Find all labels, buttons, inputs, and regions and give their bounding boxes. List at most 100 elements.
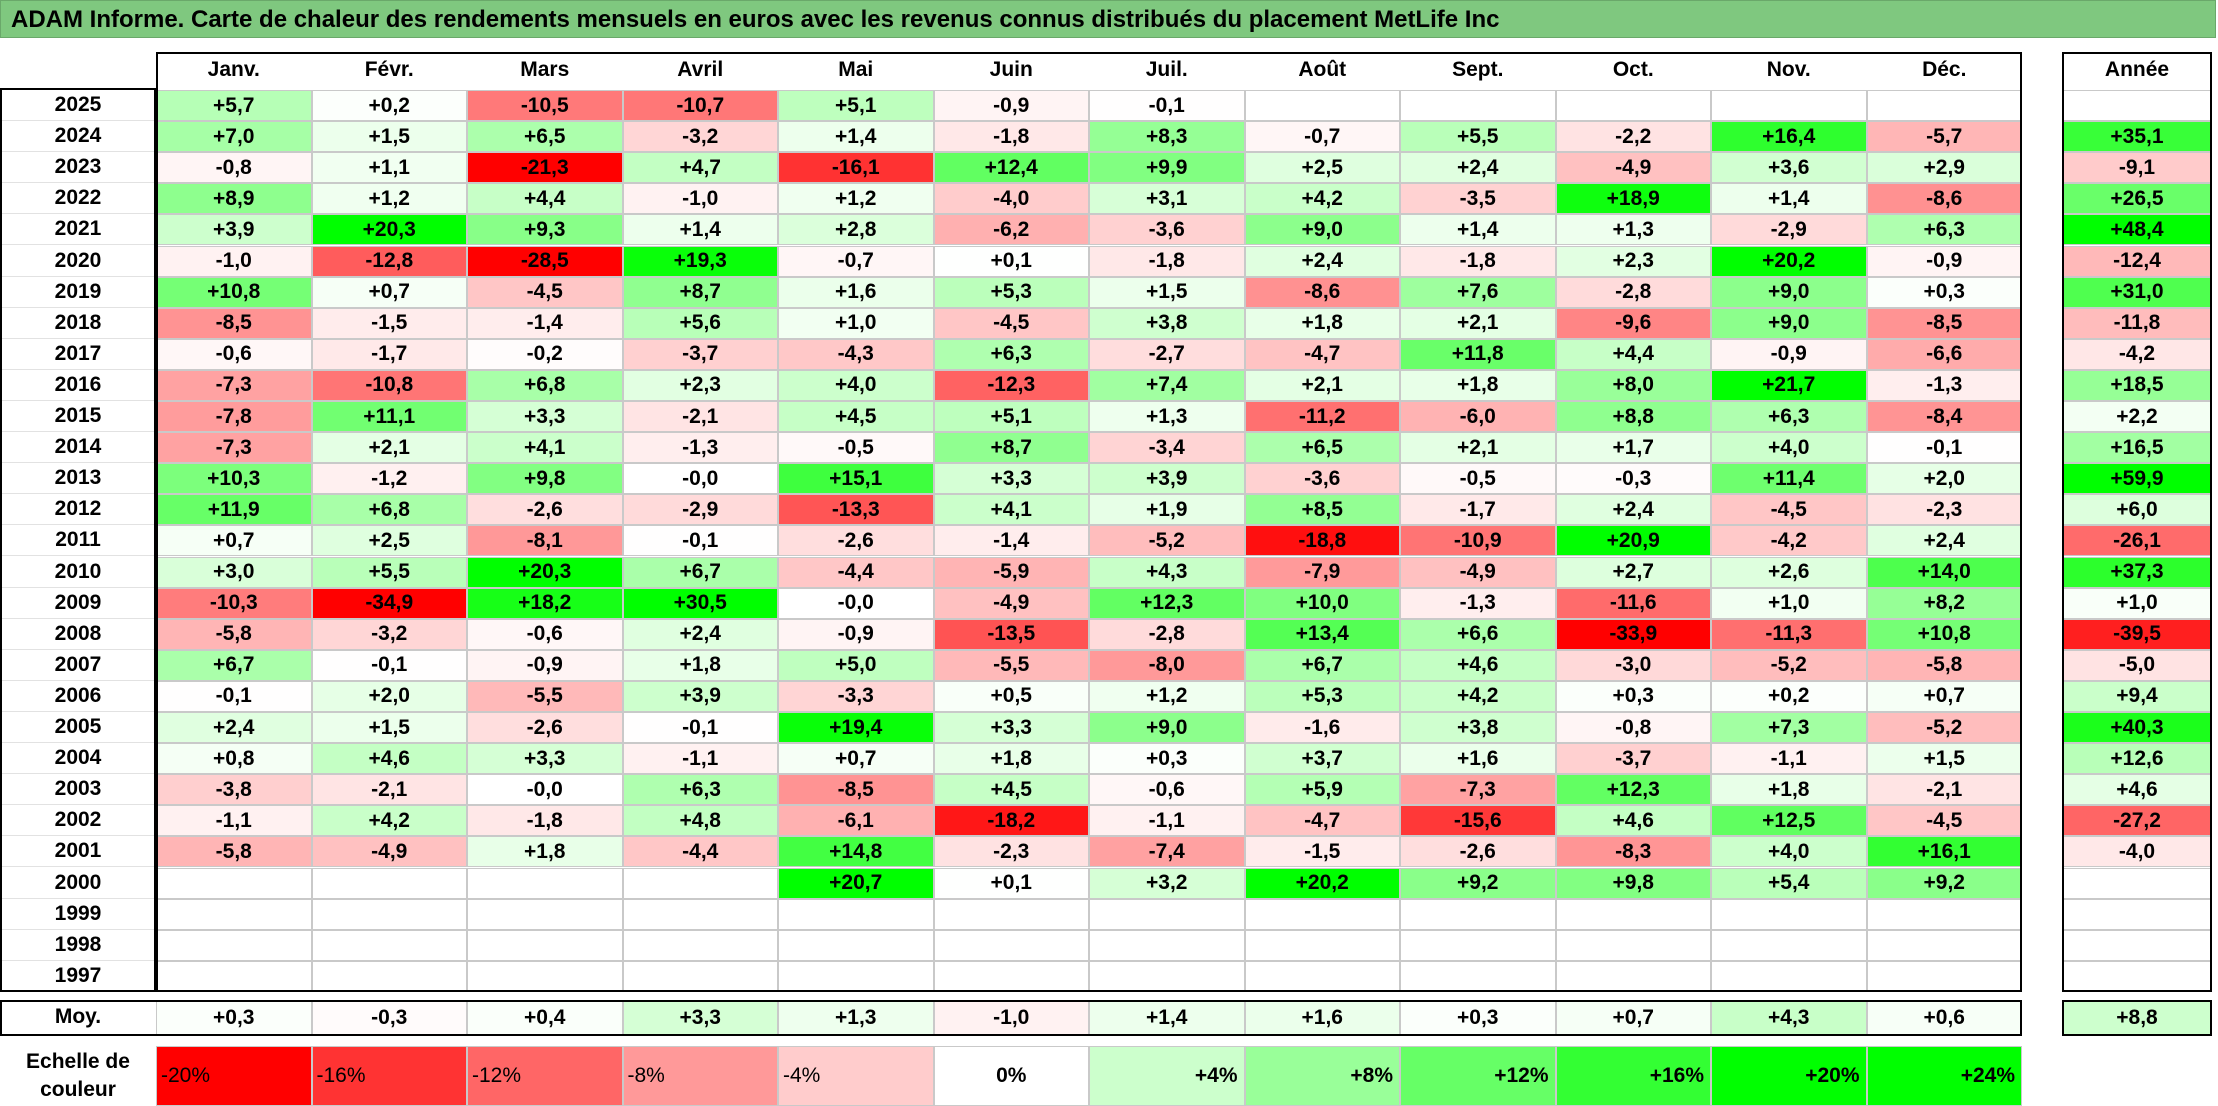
year-label: 1999 [0,899,156,930]
month-header: Déc. [1922,58,1967,81]
average-cell: +0,7 [1555,999,1711,1036]
heatmap-cell: +9,0 [1711,276,1867,308]
heatmap-cell: +4,2 [311,805,467,837]
heatmap-cell: +18,9 [1555,183,1711,215]
heatmap-cell: +1,8 [933,743,1089,775]
heatmap-cell [1400,960,1556,992]
color-scale-swatch: +16% [1555,1045,1711,1106]
heatmap-cell: -5,8 [156,618,312,650]
heatmap-cell: +3,9 [156,214,312,246]
annual-cell: -11,8 [2062,307,2212,339]
heatmap-cell: -0,7 [778,245,934,277]
heatmap-cell: -7,3 [156,369,312,401]
heatmap-cell: +9,9 [1089,152,1245,184]
year-label: 2014 [0,432,156,464]
heatmap-cell [467,929,623,961]
heatmap-cell: -0,3 [1555,463,1711,495]
color-scale-swatch: +8% [1244,1045,1400,1106]
heatmap-cell: -7,8 [156,401,312,433]
heatmap-cell: -33,9 [1555,618,1711,650]
heatmap-cell: +3,6 [1711,152,1867,184]
heatmap-cell: +4,5 [778,401,934,433]
heatmap-cell [1400,90,1556,122]
heatmap-cell: +2,7 [1555,556,1711,588]
heatmap-cell: +6,7 [622,556,778,588]
heatmap-cell: -0,9 [1711,338,1867,370]
heatmap-cell: +4,7 [622,152,778,184]
year-label: 1997 [0,961,156,992]
heatmap-cell: -5,8 [156,836,312,868]
heatmap-cell: +2,0 [311,680,467,712]
heatmap-cell: -1,3 [1866,369,2022,401]
heatmap-cell: +5,6 [622,307,778,339]
heatmap-cell: -4,5 [467,276,623,308]
annual-cell: +16,5 [2062,432,2212,464]
heatmap-cell: +7,4 [1089,369,1245,401]
heatmap-cell: +21,7 [1711,369,1867,401]
heatmap-cell: +4,4 [467,183,623,215]
heatmap-cell [311,929,467,961]
average-cell: -0,3 [311,999,467,1036]
heatmap-cell: -0,9 [933,90,1089,122]
year-label: 1998 [0,930,156,961]
heatmap-cell: -1,7 [311,338,467,370]
heatmap-cell: -4,7 [1244,338,1400,370]
heatmap-cell: -2,6 [778,525,934,557]
heatmap-cell: +1,1 [311,152,467,184]
heatmap-cell: +1,4 [1711,183,1867,215]
annual-cell: +12,6 [2062,743,2212,775]
heatmap-cell: -1,6 [1244,712,1400,744]
heatmap-cell [311,898,467,930]
heatmap-cell: +6,3 [1866,214,2022,246]
heatmap-cell: -1,8 [933,121,1089,153]
heatmap-cell: -0,1 [311,649,467,681]
heatmap-cell: -2,9 [622,494,778,526]
heatmap-cell: +3,1 [1089,183,1245,215]
heatmap-cell: -5,2 [1711,649,1867,681]
heatmap-cell [156,960,312,992]
heatmap-cell: +1,9 [1089,494,1245,526]
heatmap-cell: -4,9 [933,587,1089,619]
heatmap-cell: -2,1 [311,774,467,806]
heatmap-cell: +2,4 [1400,152,1556,184]
heatmap-cell: -1,5 [1244,836,1400,868]
year-label: 2022 [0,183,156,215]
heatmap-cell: -10,8 [311,369,467,401]
heatmap-cell: -0,0 [778,587,934,619]
heatmap-cell: +2,1 [1244,369,1400,401]
color-scale-swatch: 0% [933,1045,1089,1106]
year-label: 2009 [0,588,156,619]
month-header: Sept. [1452,58,1504,81]
heatmap-cell: +2,4 [1244,245,1400,277]
heatmap-cell: -4,5 [1866,805,2022,837]
heatmap-cell: +11,8 [1400,338,1556,370]
heatmap-cell: +10,8 [1866,618,2022,650]
heatmap-cell [1866,898,2022,930]
heatmap-cell: +5,1 [933,401,1089,433]
color-scale-label: Echelle de couleur [26,1049,130,1101]
heatmap-cell: -0,1 [622,712,778,744]
heatmap-cell [1400,898,1556,930]
heatmap-cell: -3,8 [156,774,312,806]
heatmap-cell [156,898,312,930]
annual-cell: -4,0 [2062,836,2212,868]
heatmap-cell: +0,5 [933,680,1089,712]
heatmap-cell: +1,8 [467,836,623,868]
heatmap-cell [778,929,934,961]
heatmap-cell: -12,3 [933,369,1089,401]
heatmap-cell: +6,7 [1244,649,1400,681]
heatmap-cell: +6,3 [622,774,778,806]
heatmap-cell: -0,2 [467,338,623,370]
heatmap-cell: +8,5 [1244,494,1400,526]
heatmap-cell: -0,8 [156,152,312,184]
heatmap-cell: -3,5 [1400,183,1556,215]
color-scale-swatch: -8% [622,1045,778,1106]
month-header: Juil. [1145,58,1188,81]
heatmap-cell [1244,960,1400,992]
heatmap-cell: +9,0 [1244,214,1400,246]
heatmap-cell [933,960,1089,992]
heatmap-cell [1711,960,1867,992]
heatmap-cell: -16,1 [778,152,934,184]
heatmap-cell: +5,9 [1244,774,1400,806]
heatmap-cell: +6,3 [1711,401,1867,433]
